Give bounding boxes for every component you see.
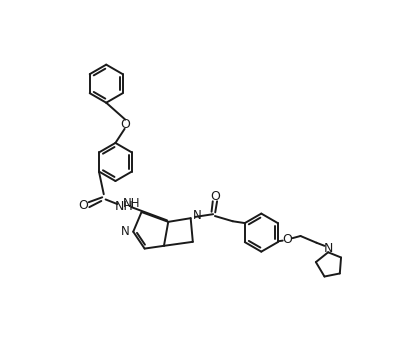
- Text: O: O: [282, 233, 292, 245]
- Text: NH: NH: [122, 197, 140, 210]
- Text: O: O: [120, 118, 130, 131]
- Text: NH: NH: [115, 200, 133, 213]
- Text: N: N: [121, 225, 130, 238]
- Text: N: N: [193, 209, 201, 222]
- Text: O: O: [78, 199, 88, 213]
- Text: N: N: [324, 242, 333, 255]
- Text: O: O: [210, 190, 220, 203]
